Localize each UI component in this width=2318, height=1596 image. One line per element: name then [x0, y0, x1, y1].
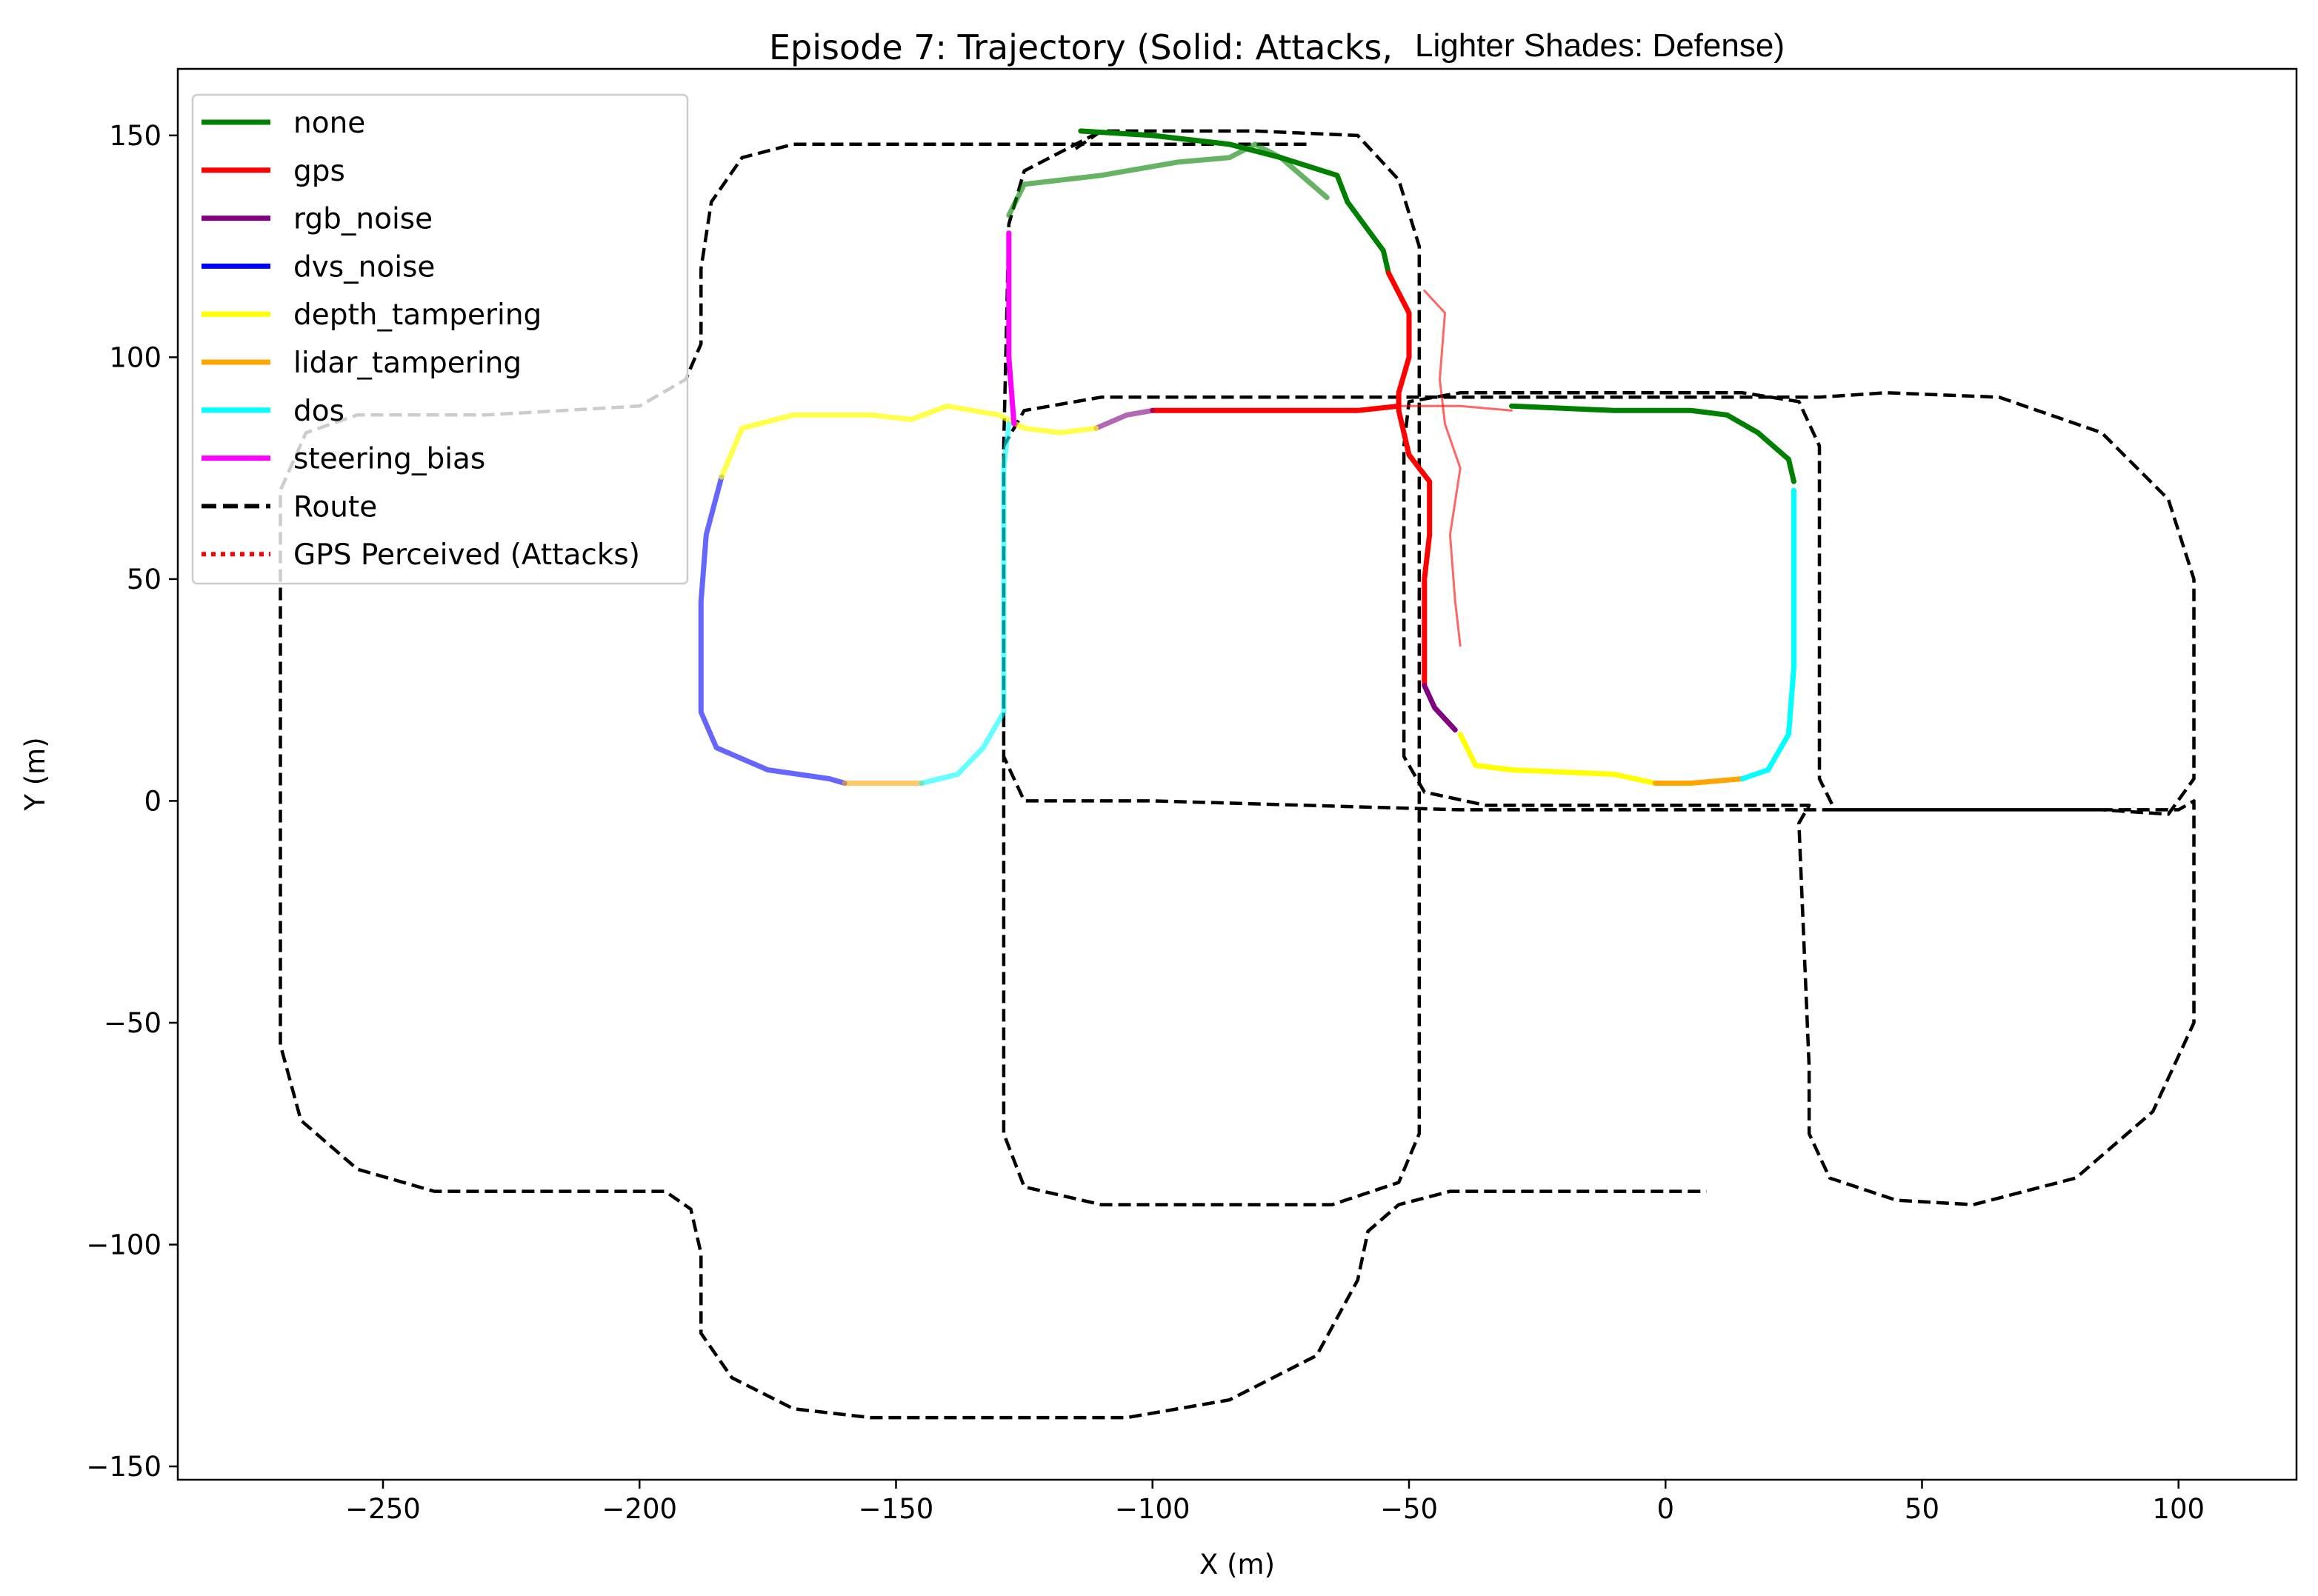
x-tick-label: −50 [1380, 1493, 1438, 1525]
legend-label-dos: dos [293, 395, 344, 428]
y-tick-label: 100 [109, 341, 161, 373]
trajectory-none-16 [1509, 403, 1796, 484]
y-tick-label: −50 [104, 1007, 161, 1039]
x-tick-label: −250 [345, 1493, 421, 1525]
x-tick-label: −150 [859, 1493, 934, 1525]
route-layer [279, 129, 2196, 1420]
legend-label-Route: Route [293, 490, 377, 524]
x-tick-label: 100 [2152, 1493, 2205, 1525]
x-axis: −250 −200 −150 −100 −50 0 50 100 [345, 1480, 2205, 1525]
trajectory-depth_tampering-9 [1457, 732, 1658, 786]
legend-label-steering_bias: steering_bias [293, 443, 485, 476]
x-axis-label: X (m) [1199, 1549, 1275, 1580]
legend-label-GPS Perceived (Attacks): GPS Perceived (Attacks) [293, 538, 640, 572]
legend-label-lidar_tampering: lidar_tampering [293, 347, 522, 380]
trajectory-steering_bias-15 [1006, 230, 1017, 427]
legend-box [191, 93, 689, 585]
trajectory-rgb_noise-6 [1422, 683, 1458, 733]
y-tick-label: −100 [86, 1229, 161, 1261]
y-tick-label: 0 [144, 785, 161, 817]
y-axis-label: Y (m) [19, 737, 51, 811]
legend: none gps rgb_noise dvs_noise depth_tampering… [191, 93, 689, 585]
trajectory-gps-2 [1385, 270, 1433, 689]
trajectory-lidar_tampering-11 [1652, 776, 1745, 786]
legend-label-gps: gps [293, 155, 345, 188]
trajectory-dos-14 [919, 421, 1012, 786]
trajectory-none-1 [1006, 141, 1330, 218]
legend-label-none: none [293, 107, 365, 140]
chart-title-suffix: Lighter Shades: Defense) [1415, 27, 1785, 64]
trajectory-gps-4 [1397, 404, 1513, 412]
x-tick-label: 0 [1656, 1493, 1674, 1525]
x-tick-label: −100 [1115, 1493, 1190, 1525]
trajectory-rgb_noise-7 [1093, 407, 1156, 431]
x-tick-label: 50 [1905, 1493, 1939, 1525]
legend-label-rgb_noise: rgb_noise [293, 203, 433, 236]
y-tick-label: 50 [127, 564, 161, 595]
y-tick-label: 150 [109, 120, 161, 152]
x-tick-label: −200 [602, 1493, 677, 1525]
trajectory-dos-13 [1739, 487, 1796, 781]
trajectory-dvs_noise-8 [698, 474, 847, 786]
trajectory-gps-5 [1423, 290, 1462, 647]
trajectory-depth_tampering-10 [719, 403, 1099, 480]
route-line-1 [279, 142, 1707, 1420]
route-line-0 [1002, 129, 2196, 1206]
legend-label-dvs_noise: dvs_noise [293, 250, 435, 284]
chart-title: Episode 7: Trajectory (Solid: Attacks, [769, 27, 1393, 67]
series-layer [698, 128, 1796, 786]
trajectory-gps-3 [1150, 403, 1402, 413]
legend-label-depth_tampering: depth_tampering [293, 298, 542, 332]
trajectory-none-0 [1078, 128, 1391, 276]
y-tick-label: −150 [86, 1451, 161, 1483]
plot-frame [176, 67, 2298, 1481]
y-axis: −150 −100 −50 0 50 100 150 [86, 120, 178, 1483]
